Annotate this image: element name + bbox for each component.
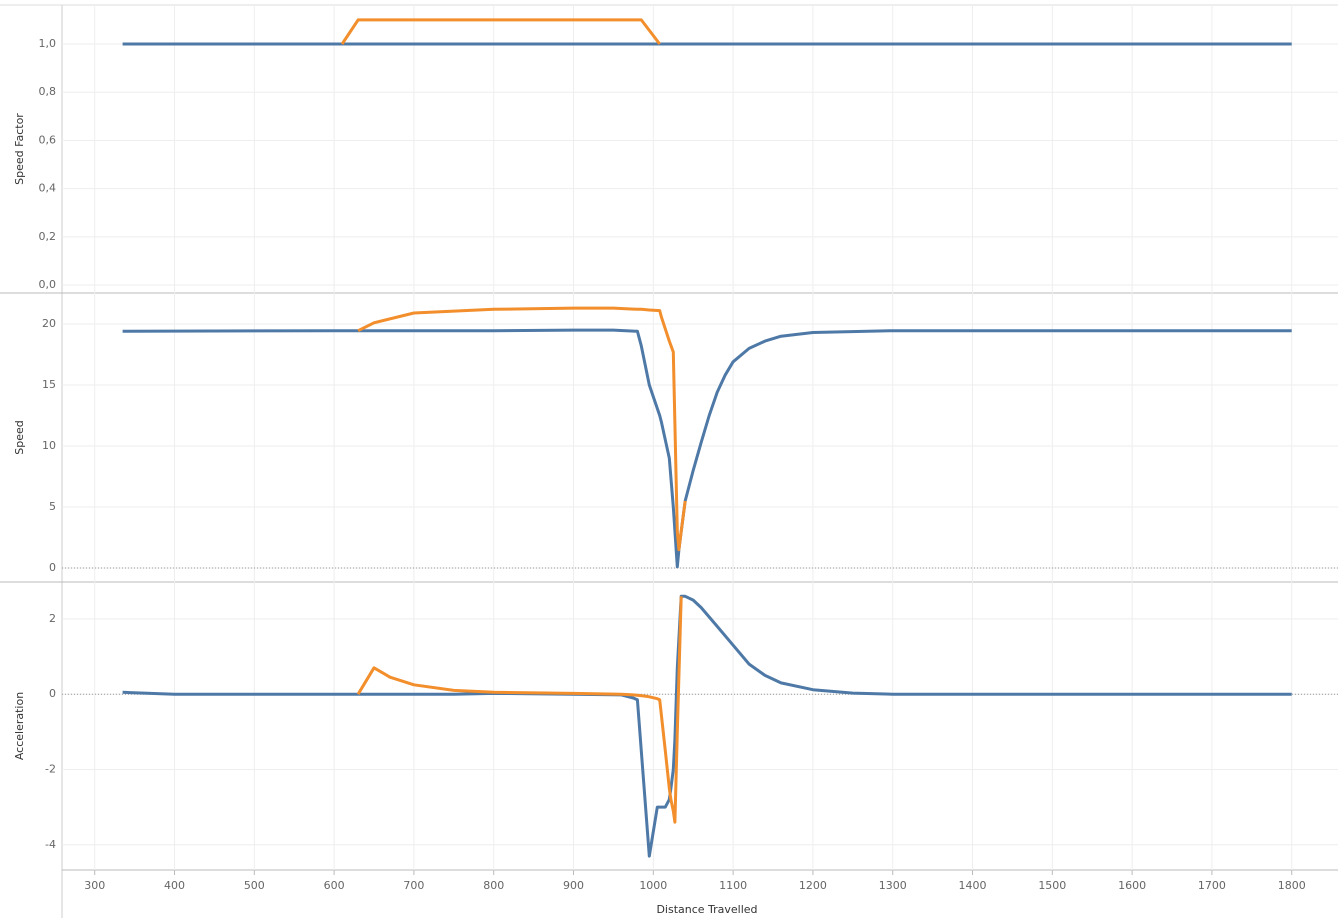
x-axis-title: Distance Travelled [656,903,757,916]
series-line [122,594,1292,858]
y-tick-label: 0,8 [39,85,57,98]
y-tick-label: 20 [42,317,56,330]
x-tick-label: 1800 [1278,879,1306,892]
y-tick-label: -2 [45,762,56,775]
x-tick-label: 600 [324,879,345,892]
x-tick-label: 900 [563,879,584,892]
y-axis-title: Speed [13,420,26,454]
y-tick-label: 0 [49,687,56,700]
x-tick-label: 1400 [959,879,987,892]
y-axis-title: Speed Factor [13,113,26,185]
series-line [122,328,1292,569]
x-tick-label: 500 [244,879,265,892]
y-tick-label: 0 [49,561,56,574]
y-tick-label: 1,0 [39,37,57,50]
y-tick-label: 5 [49,500,56,513]
y-tick-label: 0,4 [39,182,57,195]
x-tick-label: 1600 [1118,879,1146,892]
x-tick-label: 1100 [719,879,747,892]
y-tick-label: -4 [45,838,56,851]
x-tick-label: 1700 [1198,879,1226,892]
x-tick-label: 300 [84,879,105,892]
x-tick-label: 700 [403,879,424,892]
series-line [356,596,683,824]
y-tick-label: 10 [42,439,56,452]
y-tick-label: 2 [49,612,56,625]
series-line [340,18,661,45]
series-line [357,306,687,552]
y-tick-label: 0,0 [39,278,57,291]
y-tick-label: 0,2 [39,230,57,243]
x-tick-label: 1500 [1038,879,1066,892]
x-tick-label: 1200 [799,879,827,892]
x-tick-label: 400 [164,879,185,892]
y-axis-title: Acceleration [13,692,26,760]
y-tick-label: 0,6 [39,133,57,146]
x-tick-label: 1300 [879,879,907,892]
x-tick-label: 1000 [639,879,667,892]
y-tick-label: 15 [42,378,56,391]
x-tick-label: 800 [483,879,504,892]
